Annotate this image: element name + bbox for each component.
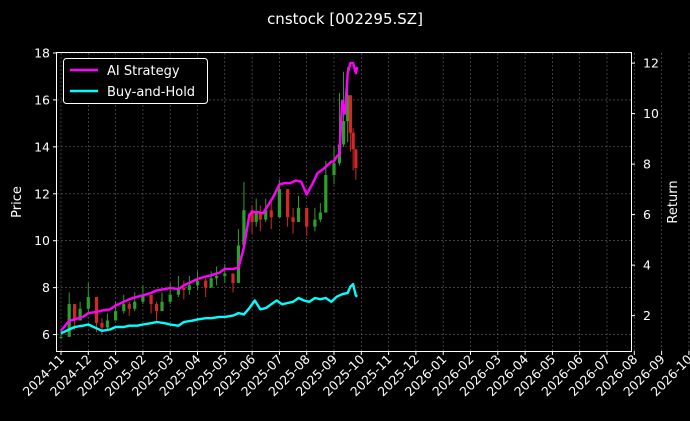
y2-tick-label: 10 [643, 106, 659, 121]
price-candle [254, 212, 258, 222]
price-candle [182, 287, 186, 290]
price-candle [351, 132, 355, 150]
return-axis: 2 4 6 8 10 12 [631, 56, 659, 323]
price-candle [94, 297, 99, 323]
ai-strategy-line [60, 61, 359, 332]
y2-tick-label: 4 [643, 258, 651, 273]
y-tick-label: 12 [34, 186, 50, 201]
price-candle [354, 149, 358, 168]
price-candle [313, 219, 317, 227]
y2-tick-label: 8 [643, 157, 651, 172]
price-candle [250, 210, 254, 222]
y2-tick-label: 6 [643, 207, 651, 222]
price-candle [285, 189, 290, 218]
price-candle [86, 297, 90, 309]
price-candle [324, 175, 328, 213]
legend-box [63, 58, 208, 104]
price-candle [332, 163, 336, 176]
price-candle [305, 207, 309, 227]
price-candle [269, 210, 273, 218]
y-tick-label: 10 [34, 233, 50, 248]
y-tick-label: 14 [34, 139, 50, 154]
price-candle [215, 275, 219, 279]
price-candle [348, 95, 352, 133]
price-candle [223, 273, 227, 276]
price-axis: 6 8 10 12 14 16 18 [34, 46, 57, 342]
chart-title: cnstock [002295.SZ] [267, 10, 423, 28]
price-candle [149, 294, 153, 305]
legend: AI Strategy Buy-and-Hold [63, 58, 208, 104]
buy-and-hold-line [60, 282, 359, 335]
price-candle [277, 189, 281, 218]
price-candle [291, 217, 295, 222]
y-tick-label: 16 [34, 92, 50, 107]
price-candle [133, 301, 137, 309]
legend-buy-and-hold-label: Buy-and-Hold [107, 85, 195, 100]
y-tick-label: 8 [42, 280, 50, 295]
price-candle [195, 280, 200, 286]
price-axis-label: Price [10, 186, 25, 218]
price-candle [100, 322, 104, 328]
price-candle [204, 280, 208, 288]
price-candle [231, 273, 235, 283]
price-candle [78, 308, 82, 321]
return-lines [60, 61, 359, 335]
y-tick-label: 18 [34, 46, 50, 61]
y2-tick-label: 2 [643, 308, 651, 323]
plot-frame [56, 52, 632, 352]
price-candle [318, 212, 322, 220]
price-candle [258, 212, 262, 220]
price-candle [296, 207, 301, 222]
price-candle [141, 294, 145, 302]
price-candle [176, 287, 180, 295]
price-candle [73, 304, 77, 321]
price-candle [346, 95, 350, 122]
price-candle [242, 210, 246, 246]
date-axis: 2024-112024-122025-012025-022025-032025-… [20, 351, 690, 399]
legend-ai-strategy-label: AI Strategy [107, 64, 180, 79]
return-axis-label: Return [666, 180, 681, 223]
price-candle [122, 304, 126, 312]
price-candle [168, 294, 172, 302]
y-tick-label: 6 [42, 327, 50, 342]
price-candle [209, 278, 213, 288]
y2-tick-label: 12 [643, 56, 659, 71]
price-candle [341, 121, 346, 145]
price-candle [114, 311, 118, 321]
price-candle [154, 304, 159, 312]
price-candle [187, 285, 191, 290]
price-candle [127, 304, 131, 309]
price-candle [160, 301, 164, 312]
price-candle [59, 336, 63, 338]
price-candle [264, 210, 268, 220]
price-candle [105, 320, 110, 328]
